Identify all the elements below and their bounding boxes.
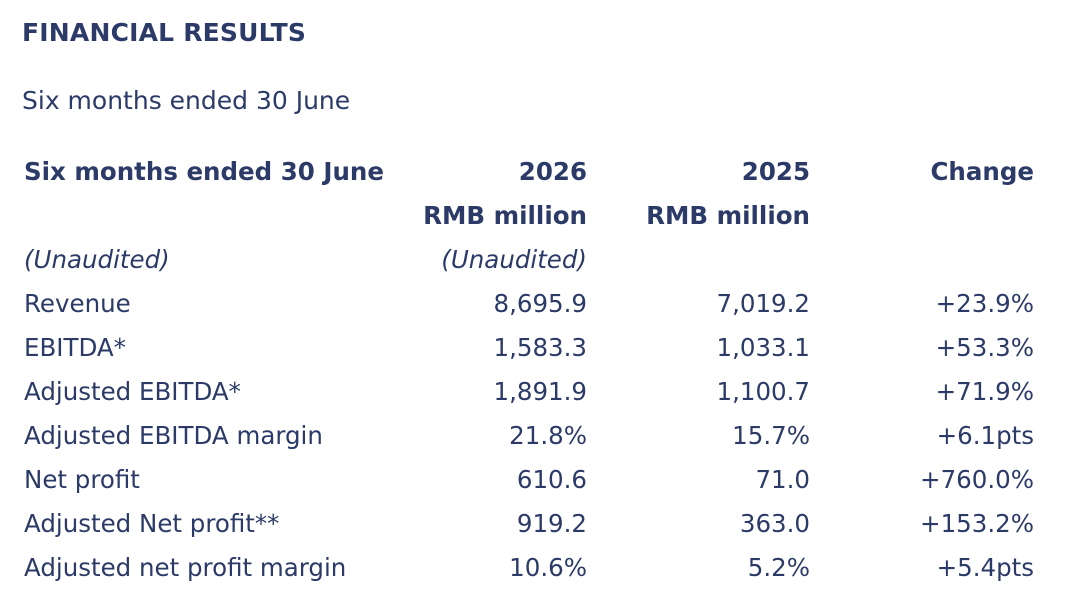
table-row: Revenue 8,695.9 7,019.2 +23.9% [24,282,1034,326]
row-current-value: 1,583.3 [493,333,587,362]
page-title: FINANCIAL RESULTS [22,18,307,47]
row-change-value: +23.9% [935,289,1034,318]
row-current-value: 919.2 [516,509,587,538]
row-change-value: +71.9% [935,377,1034,406]
row-change-value: +5.4pts [936,553,1034,582]
period-subtitle: Six months ended 30 June [22,86,351,115]
row-label: Revenue [24,289,131,318]
row-current-value: 1,891.9 [493,377,587,406]
table-row: Adjusted net profit margin 10.6% 5.2% +5… [24,546,1034,590]
row-prior-value: 15.7% [732,421,810,450]
header-unit-current: RMB million [423,201,587,230]
header-year-prior: 2025 [741,157,810,186]
header-audit-current: (Unaudited) [441,245,587,274]
header-period-label: Six months ended 30 June [24,157,384,186]
row-change-value: +53.3% [935,333,1034,362]
row-label: Net profit [24,465,140,494]
row-prior-value: 363.0 [739,509,810,538]
row-prior-value: 71.0 [755,465,810,494]
row-prior-value: 1,033.1 [716,333,810,362]
header-year-current: 2026 [518,157,587,186]
row-change-value: +760.0% [920,465,1034,494]
header-unit-prior: RMB million [646,201,810,230]
header-audit-label: (Unaudited) [24,245,170,274]
table-row: EBITDA* 1,583.3 1,033.1 +53.3% [24,326,1034,370]
financial-results-table: Six months ended 30 June 2026 2025 Chang… [24,150,1034,590]
table-row: Adjusted EBITDA margin 21.8% 15.7% +6.1p… [24,414,1034,458]
header-change: Change [930,157,1034,186]
row-prior-value: 1,100.7 [716,377,810,406]
row-change-value: +6.1pts [936,421,1034,450]
row-current-value: 21.8% [509,421,587,450]
row-label: Adjusted net profit margin [24,553,347,582]
row-label: Adjusted Net profit** [24,509,280,538]
table-row: Adjusted Net profit** 919.2 363.0 +153.2… [24,502,1034,546]
row-label: Adjusted EBITDA* [24,377,241,406]
header-row-units: RMB million RMB million [24,194,1034,238]
row-label: Adjusted EBITDA margin [24,421,323,450]
row-change-value: +153.2% [920,509,1034,538]
table-row: Net profit 610.6 71.0 +760.0% [24,458,1034,502]
row-current-value: 8,695.9 [493,289,587,318]
row-prior-value: 7,019.2 [716,289,810,318]
row-prior-value: 5.2% [747,553,810,582]
header-row-years: Six months ended 30 June 2026 2025 Chang… [24,150,1034,194]
header-row-audit: (Unaudited) (Unaudited) [24,238,1034,282]
row-label: EBITDA* [24,333,126,362]
row-current-value: 10.6% [509,553,587,582]
row-current-value: 610.6 [516,465,587,494]
table-row: Adjusted EBITDA* 1,891.9 1,100.7 +71.9% [24,370,1034,414]
